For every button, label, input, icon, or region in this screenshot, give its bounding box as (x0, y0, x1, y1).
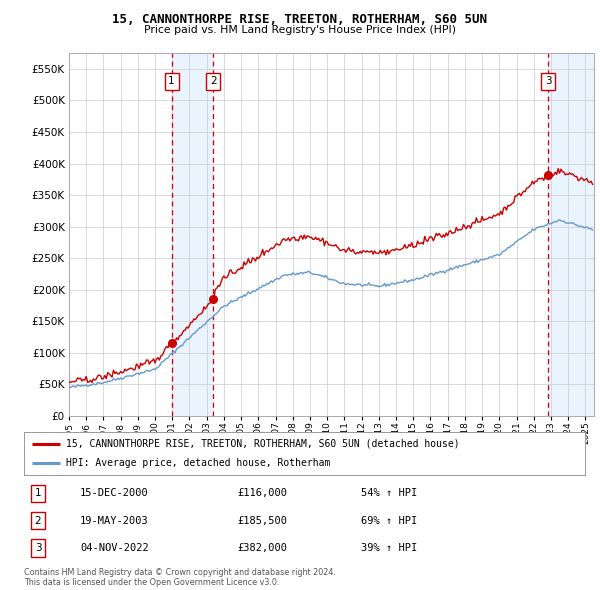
Text: Contains HM Land Registry data © Crown copyright and database right 2024.: Contains HM Land Registry data © Crown c… (24, 568, 336, 576)
Text: 15-DEC-2000: 15-DEC-2000 (80, 489, 149, 499)
Text: 1: 1 (35, 489, 41, 499)
Text: This data is licensed under the Open Government Licence v3.0.: This data is licensed under the Open Gov… (24, 578, 280, 587)
Text: 39% ↑ HPI: 39% ↑ HPI (361, 543, 417, 553)
Text: 04-NOV-2022: 04-NOV-2022 (80, 543, 149, 553)
Text: 3: 3 (545, 77, 551, 87)
Text: 15, CANNONTHORPE RISE, TREETON, ROTHERHAM, S60 5UN (detached house): 15, CANNONTHORPE RISE, TREETON, ROTHERHA… (66, 439, 460, 449)
Bar (172, 53, 213, 416)
Text: 2: 2 (210, 77, 217, 87)
Text: 54% ↑ HPI: 54% ↑ HPI (361, 489, 417, 499)
Bar (548, 53, 594, 416)
Text: 2: 2 (35, 516, 41, 526)
Text: £382,000: £382,000 (237, 543, 287, 553)
Text: 3: 3 (35, 543, 41, 553)
Text: HPI: Average price, detached house, Rotherham: HPI: Average price, detached house, Roth… (66, 458, 331, 468)
Text: Price paid vs. HM Land Registry's House Price Index (HPI): Price paid vs. HM Land Registry's House … (144, 25, 456, 35)
Text: £116,000: £116,000 (237, 489, 287, 499)
Text: £185,500: £185,500 (237, 516, 287, 526)
Text: 1: 1 (168, 77, 175, 87)
Text: 19-MAY-2003: 19-MAY-2003 (80, 516, 149, 526)
Text: 15, CANNONTHORPE RISE, TREETON, ROTHERHAM, S60 5UN: 15, CANNONTHORPE RISE, TREETON, ROTHERHA… (113, 13, 487, 26)
Text: 69% ↑ HPI: 69% ↑ HPI (361, 516, 417, 526)
